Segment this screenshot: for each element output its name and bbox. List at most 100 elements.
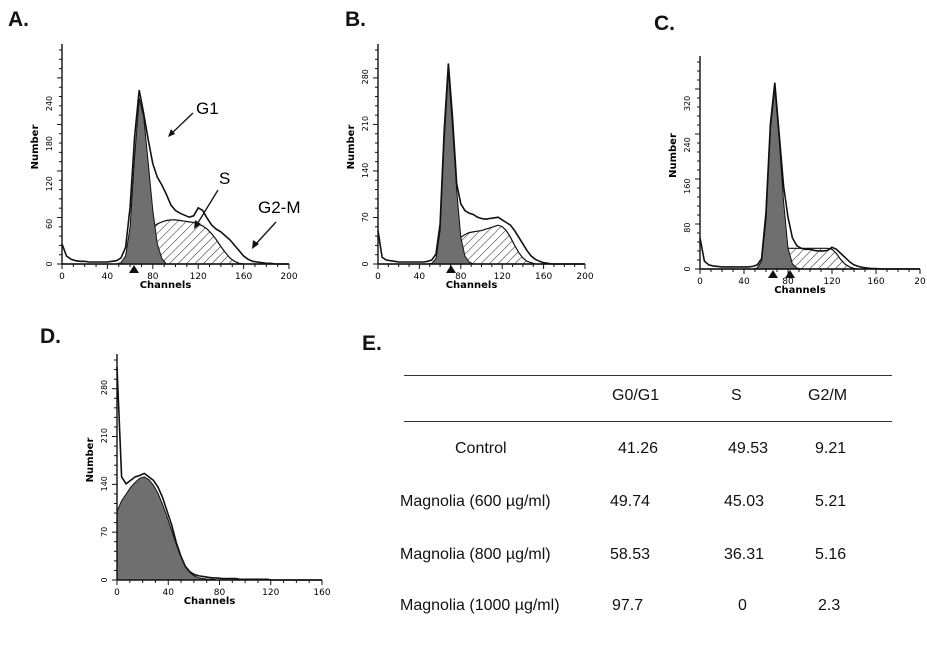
y-tick-label: 240 (45, 96, 54, 111)
panel-label-c: C. (654, 12, 675, 35)
panel-label-b: B. (345, 8, 366, 31)
table-cell: 49.53 (728, 440, 769, 457)
x-tick-label: 20 (914, 277, 926, 287)
x-tick-label: 200 (280, 272, 297, 282)
x-tick-label: 160 (535, 272, 552, 282)
x-tick-label: 120 (262, 588, 279, 598)
x-tick-label: 40 (414, 272, 426, 282)
y-axis-label: Number (30, 125, 41, 170)
annotation-g1: G1 (196, 99, 219, 118)
table-cell: 36.31 (724, 546, 765, 563)
arrow-g2m (253, 221, 277, 247)
g0g1-peak-area (700, 87, 920, 270)
fit-area (116, 476, 322, 581)
x-axis-label: Channels (140, 280, 192, 291)
x-tick-label: 120 (190, 272, 207, 282)
y-tick-label: 70 (100, 527, 109, 537)
panel-label-d: D. (40, 325, 61, 348)
measured-histogram-line (699, 82, 920, 270)
annotations-a: G1 S G2-M (168, 99, 301, 249)
y-tick-label: 140 (100, 476, 109, 491)
x-tick-label: 40 (738, 277, 750, 287)
x-tick-label: 160 (313, 588, 330, 598)
x-tick-label: 160 (235, 272, 252, 282)
measured-histogram-line (61, 89, 289, 265)
y-axis-label: Number (346, 125, 357, 170)
y-tick-label: 0 (361, 261, 370, 266)
s-phase-area (700, 247, 920, 270)
y-axis-label: Number (668, 133, 679, 178)
table-cell: 58.53 (610, 546, 651, 563)
y-tick-label: 0 (45, 261, 54, 266)
table-cell: 45.03 (724, 493, 765, 510)
y-tick-label: 120 (45, 176, 54, 191)
y-tick-label: 240 (683, 137, 692, 152)
x-tick-label: 80 (214, 588, 226, 598)
y-tick-label: 160 (683, 179, 692, 194)
panel-label-e: E. (362, 332, 382, 355)
x-tick-label: 0 (697, 277, 703, 287)
y-tick-label: 140 (361, 163, 370, 178)
table-top-rule (404, 375, 892, 376)
row-label: Magnolia (600 µg/ml) (400, 493, 551, 510)
x-tick-label: 0 (375, 272, 381, 282)
table-cell: 49.74 (610, 493, 651, 510)
peak-marker-icon (129, 265, 139, 273)
y-axis-label: Number (85, 438, 96, 483)
x-tick-label: 160 (867, 277, 884, 287)
col-header-g2m: G2/M (808, 387, 848, 404)
peak-marker-icon (446, 265, 456, 273)
table-cell: 5.16 (815, 546, 847, 563)
x-axis-label: Channels (774, 285, 826, 296)
row-label: Control (455, 440, 507, 457)
row-label: Magnolia (1000 µg/ml) (400, 597, 560, 614)
table-cell: 97.7 (612, 597, 644, 614)
histogram-a: 0 40 80 120 160 200 0 60 120 180 240 Channels Number (30, 44, 298, 291)
row-label: Magnolia (800 µg/ml) (400, 546, 551, 563)
x-axis-label: Channels (184, 596, 236, 607)
histogram-d: 0 40 80 120 160 0 70 140 210 280 Channels Number (85, 354, 331, 607)
panel-label-a: A. (8, 8, 29, 31)
arrowhead-g1-icon (168, 129, 175, 137)
y-tick-label: 280 (100, 380, 109, 395)
x-axis-label: Channels (446, 280, 498, 291)
x-tick-label: 120 (494, 272, 511, 282)
x-tick-label: 40 (102, 272, 114, 282)
y-tick-label: 0 (683, 266, 692, 271)
y-tick-label: 60 (45, 219, 54, 229)
y-tick-label: 210 (361, 116, 370, 131)
table-cell: 41.26 (618, 440, 659, 457)
x-tick-label: 80 (455, 272, 467, 282)
col-header-g0g1: G0/G1 (612, 387, 660, 404)
peak-marker-icon (785, 270, 795, 278)
table-cell: 0 (738, 597, 747, 614)
y-tick-label: 0 (100, 577, 109, 582)
y-tick-label: 70 (361, 212, 370, 222)
histogram-b: 0 40 80 120 160 200 0 70 140 210 280 Channels Number (346, 44, 594, 291)
y-tick-label: 180 (45, 136, 54, 151)
y-tick-label: 210 (100, 428, 109, 443)
arrow-g1 (169, 112, 194, 136)
table-cell: 5.21 (815, 493, 847, 510)
x-tick-label: 0 (59, 272, 65, 282)
peak-marker-icon (768, 270, 778, 278)
x-tick-label: 0 (114, 588, 120, 598)
annotation-s: S (219, 169, 230, 188)
x-tick-label: 80 (782, 277, 794, 287)
arrow-s (195, 189, 219, 227)
x-tick-label: 40 (163, 588, 175, 598)
y-tick-label: 280 (361, 69, 370, 84)
col-header-s: S (731, 387, 742, 404)
y-tick-label: 80 (683, 223, 692, 233)
x-tick-label: 200 (576, 272, 593, 282)
arrowhead-g2m-icon (252, 240, 259, 249)
annotation-g2m: G2-M (258, 198, 301, 217)
s-phase-area (378, 224, 585, 265)
arrowhead-s-icon (194, 220, 201, 229)
y-tick-label: 320 (683, 96, 692, 111)
table-header-rule (404, 421, 892, 422)
x-tick-label: 120 (823, 277, 840, 287)
table-cell: 2.3 (818, 597, 841, 614)
table-cell: 9.21 (815, 440, 847, 457)
